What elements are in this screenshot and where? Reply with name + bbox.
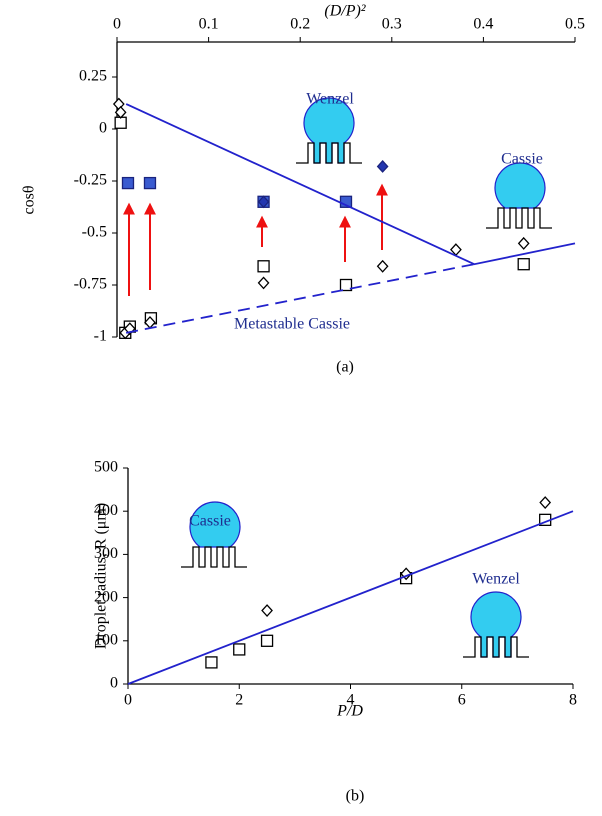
y-tick-label: -0.75 — [74, 276, 107, 293]
y-tick-label: -1 — [94, 328, 107, 345]
annotation: Wenzel — [472, 571, 520, 588]
wenzel-droplet-icon — [296, 98, 362, 163]
y-tick-label: -0.5 — [82, 224, 107, 241]
square-marker — [258, 261, 269, 272]
square-marker — [206, 657, 217, 668]
panel-label: (b) — [346, 788, 365, 805]
x-tick-label: 0 — [124, 692, 132, 709]
x-tick-label: 6 — [458, 692, 466, 709]
wenzel-droplet-icon — [463, 592, 529, 657]
panel-label: (a) — [336, 359, 354, 376]
figure: 0 0.1 0.2 0.3 0.4 0.5 -1 -0.75 -0.5 -0.25 0 0.25 (D/… — [0, 0, 602, 816]
annotation: Wenzel — [306, 91, 354, 108]
diamond-marker — [259, 277, 269, 288]
diamond-marker — [540, 497, 550, 508]
square-marker — [122, 178, 133, 189]
x-tick-label: 2 — [235, 692, 243, 709]
y-tick-label: 500 — [94, 459, 118, 476]
x-tick-label: 0.2 — [290, 16, 310, 33]
square-marker — [341, 280, 352, 291]
annotation: Cassie — [189, 513, 231, 530]
annotation: Metastable Cassie — [234, 316, 350, 333]
square-marker — [234, 644, 245, 655]
x-tick-label: 8 — [569, 692, 577, 709]
square-marker — [262, 635, 273, 646]
x-tick-label: 0.1 — [199, 16, 219, 33]
square-marker — [518, 259, 529, 270]
x-tick-label: 0 — [113, 16, 121, 33]
x-tick-label: 0.5 — [565, 16, 585, 33]
cassie-droplet-icon — [486, 163, 552, 228]
y-tick-label: 0 — [110, 675, 118, 692]
square-marker — [115, 117, 126, 128]
diamond-marker — [519, 238, 529, 249]
y-tick-label: 0.25 — [79, 68, 107, 85]
y-tick-label: -0.25 — [74, 172, 107, 189]
square-marker — [144, 178, 155, 189]
diamond-marker — [378, 161, 388, 172]
y-axis-label: Droplet radius, R (μm) — [93, 503, 110, 649]
diamond-marker — [378, 261, 388, 272]
diamond-marker — [262, 605, 272, 616]
y-axis-label: cosθ — [21, 186, 38, 215]
y-tick-label: 0 — [99, 120, 107, 137]
annotation: Cassie — [501, 151, 543, 168]
x-axis-label: (D/P)² — [324, 3, 366, 20]
x-axis-label: P/D — [336, 703, 363, 720]
x-tick-label: 0.4 — [473, 16, 493, 33]
x-tick-label: 0.3 — [382, 16, 402, 33]
